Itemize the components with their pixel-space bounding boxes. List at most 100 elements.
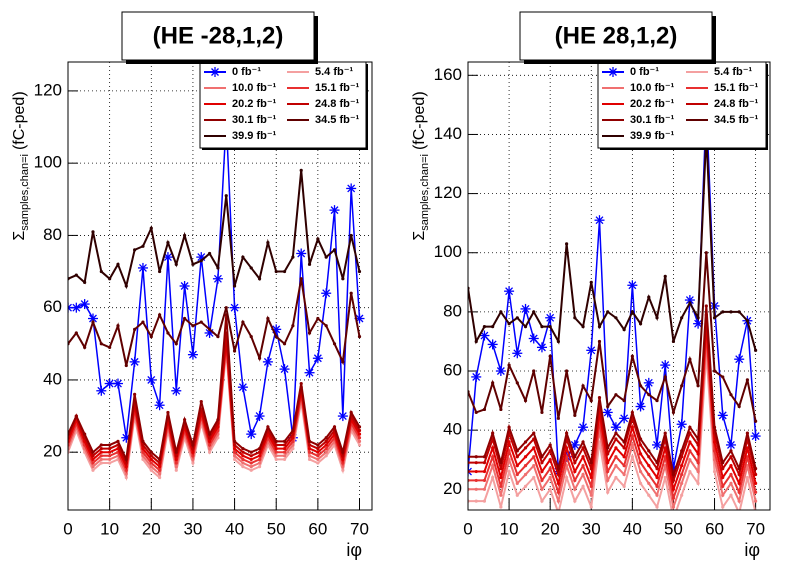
point-marker	[349, 410, 353, 415]
y-tick-label: 60	[43, 297, 62, 316]
point-marker	[149, 450, 153, 454]
point-marker	[573, 478, 577, 483]
point-marker	[638, 384, 643, 388]
point-marker	[232, 443, 237, 447]
star-marker	[79, 299, 90, 310]
y-axis-label: Σsamples,chan=i (fC-ped)	[411, 91, 431, 240]
point-marker	[291, 324, 295, 328]
point-marker	[622, 446, 626, 450]
point-marker	[606, 310, 610, 314]
point-marker	[224, 306, 228, 310]
legend-label: 24.8 fb⁻¹	[714, 98, 759, 110]
point-marker	[232, 446, 237, 451]
point-marker	[149, 457, 153, 462]
marker-stroke	[89, 314, 97, 323]
y-tick-label: 60	[443, 361, 462, 380]
marker-stroke	[521, 304, 530, 313]
point-marker	[232, 457, 237, 462]
point-marker	[332, 425, 337, 429]
point-marker	[540, 461, 544, 465]
point-marker	[207, 443, 212, 447]
point-marker	[324, 450, 328, 454]
marker-stroke	[197, 253, 206, 262]
point-marker	[307, 331, 312, 335]
legend-marker	[608, 67, 618, 77]
point-marker	[474, 478, 478, 483]
point-marker	[291, 446, 295, 451]
point-marker	[166, 410, 170, 415]
point-marker	[174, 457, 178, 462]
marker-stroke	[347, 184, 356, 193]
point-marker	[324, 436, 328, 440]
marker-stroke	[313, 354, 322, 363]
x-tick-label: 10	[100, 519, 119, 538]
point-marker	[249, 454, 253, 458]
point-marker	[207, 432, 212, 436]
point-marker	[316, 454, 320, 458]
point-marker	[491, 446, 495, 450]
point-marker	[324, 446, 328, 451]
point-marker	[83, 345, 87, 350]
point-marker	[523, 455, 528, 459]
x-tick-label: 30	[183, 519, 202, 538]
point-marker	[589, 280, 593, 284]
point-marker	[540, 469, 544, 474]
marker-stroke	[238, 383, 247, 392]
point-marker	[482, 469, 487, 474]
point-marker	[671, 478, 676, 483]
marker-stroke	[468, 467, 472, 473]
point-marker	[556, 481, 560, 485]
point-marker	[589, 475, 593, 480]
marker-stroke	[636, 402, 645, 411]
point-marker	[341, 457, 345, 462]
point-marker	[207, 251, 212, 256]
point-marker	[614, 437, 618, 441]
marker-stroke	[735, 355, 744, 364]
point-marker	[91, 465, 95, 469]
point-marker	[174, 461, 178, 465]
point-marker	[540, 325, 544, 329]
point-marker	[540, 499, 544, 503]
point-marker	[91, 457, 95, 462]
x-tick-label: 70	[350, 519, 369, 538]
marker-stroke	[579, 423, 588, 432]
star-marker	[154, 400, 165, 411]
x-tick-label: 50	[267, 519, 286, 538]
point-marker	[532, 446, 536, 450]
y-tick-label: 120	[34, 80, 62, 99]
point-marker	[548, 467, 552, 471]
point-marker	[680, 449, 684, 453]
point-marker	[688, 469, 692, 474]
point-marker	[614, 431, 618, 435]
point-marker	[199, 400, 203, 404]
legend-label: 5.4 fb⁻¹	[714, 66, 753, 78]
marker-stroke	[138, 263, 147, 272]
point-marker	[712, 369, 717, 373]
marker-stroke	[247, 430, 256, 439]
chart-title: (HE 28,1,2)	[555, 22, 678, 49]
star-marker	[179, 281, 190, 291]
point-marker	[191, 461, 195, 465]
point-marker	[515, 455, 519, 459]
point-marker	[622, 464, 626, 468]
star-marker	[104, 378, 115, 389]
point-marker	[515, 316, 519, 320]
x-tick-label: 40	[225, 519, 244, 538]
point-marker	[721, 461, 725, 465]
point-marker	[158, 468, 162, 472]
legend-label: 39.9 fb⁻¹	[630, 130, 675, 142]
point-marker	[183, 233, 187, 238]
y-tick-label: 140	[434, 124, 462, 143]
point-marker	[241, 457, 245, 462]
point-marker	[573, 413, 577, 417]
point-marker	[124, 363, 128, 368]
point-marker	[680, 493, 684, 497]
point-marker	[647, 464, 651, 468]
marker-stroke	[322, 289, 331, 298]
point-marker	[655, 484, 659, 488]
marker-stroke	[147, 375, 156, 384]
marker-stroke	[685, 296, 694, 305]
point-marker	[507, 440, 511, 444]
point-marker	[307, 443, 312, 447]
